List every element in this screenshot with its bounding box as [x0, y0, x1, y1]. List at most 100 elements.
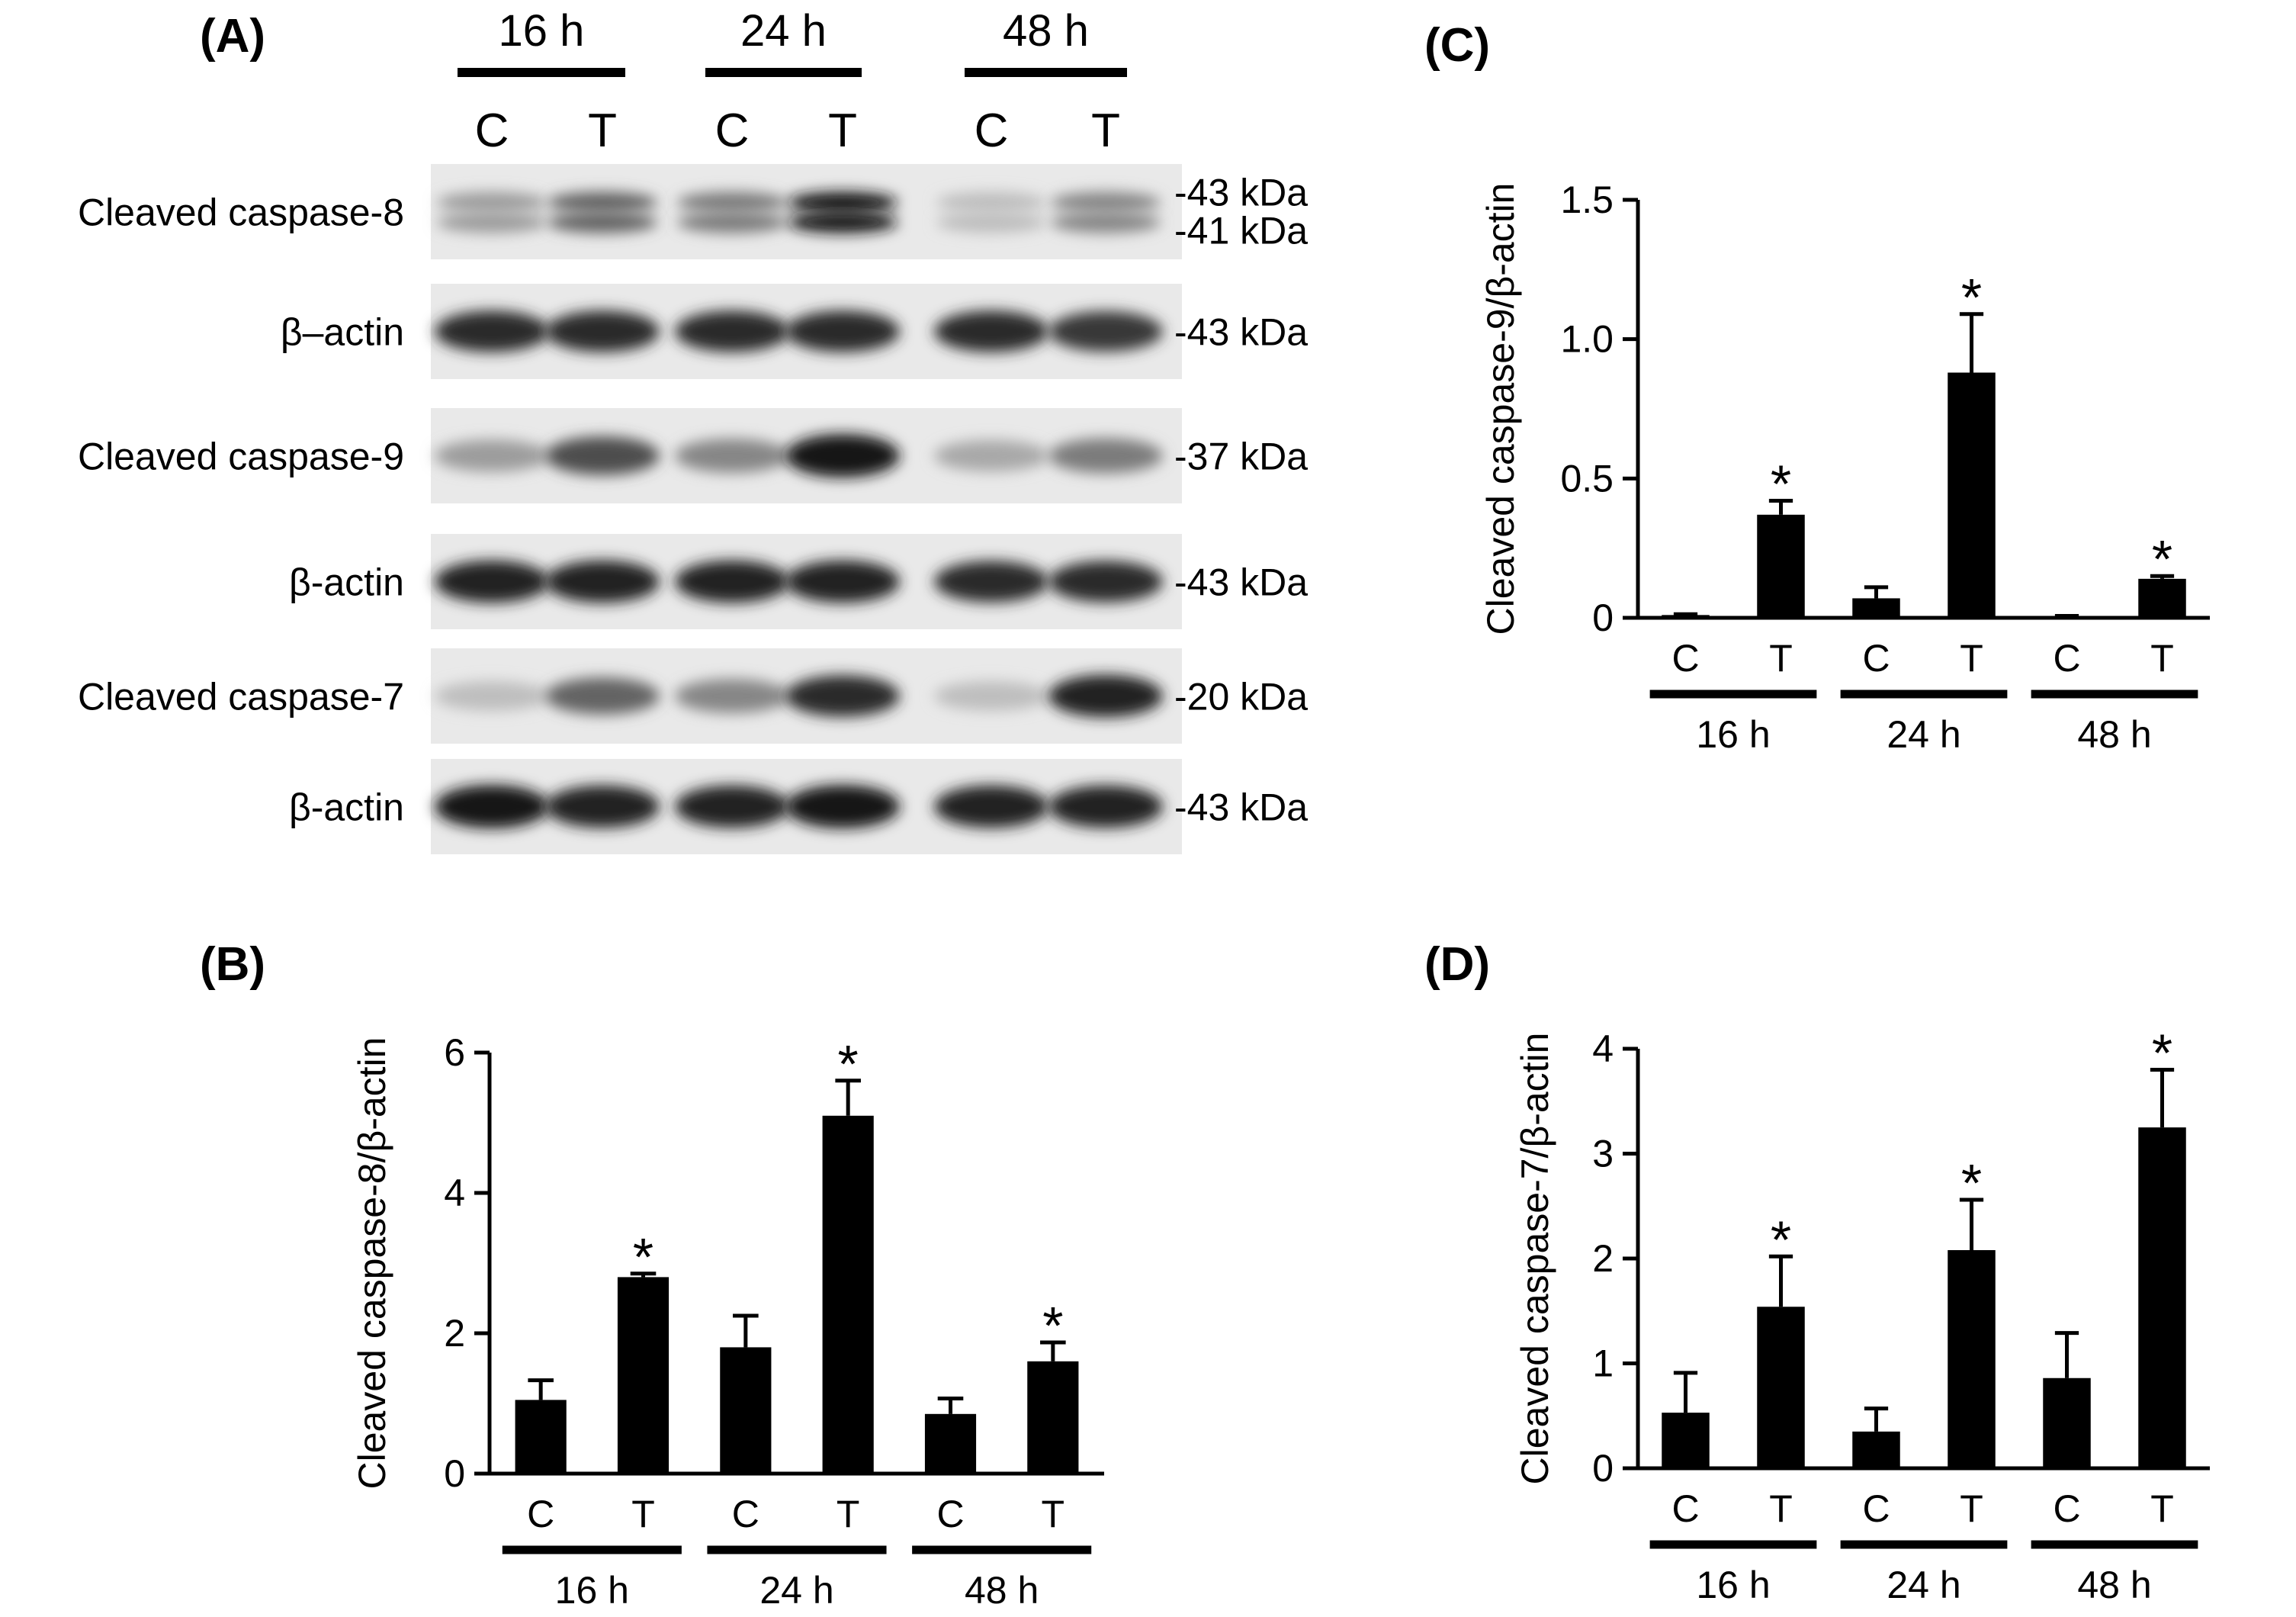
bar: [1027, 1361, 1079, 1474]
panel-label-a: (A): [200, 10, 265, 63]
y-tick-label: 0: [1592, 1447, 1614, 1490]
blot-band: [1048, 438, 1163, 474]
x-tick-label: C: [2053, 1487, 2080, 1530]
y-tick-label: 6: [444, 1031, 465, 1074]
y-axis-label: Cleaved caspase-7/β-actin: [1514, 1033, 1556, 1485]
group-label: 24 h: [1887, 713, 1960, 756]
significance-marker: *: [2152, 1024, 2172, 1083]
blot-band: [1051, 211, 1161, 233]
blot-marker-label: -20 kDa: [1174, 676, 1308, 718]
y-tick-label: 0.5: [1560, 457, 1614, 500]
blot-row: Cleaved caspase-9 -37 kDa: [78, 408, 1308, 503]
blot-band: [1051, 191, 1161, 214]
x-tick-label: C: [1862, 1487, 1890, 1530]
blot-band: [435, 560, 549, 603]
blot-band: [934, 439, 1048, 472]
x-tick-label: T: [2150, 1487, 2174, 1530]
bar: [1948, 1250, 1996, 1468]
significance-marker: *: [1771, 1210, 1791, 1269]
blot-marker-label: -43 kDa: [1174, 172, 1308, 214]
blot-band: [675, 560, 789, 603]
bar: [515, 1400, 567, 1474]
y-tick-label: 2: [444, 1312, 465, 1355]
blot-lane-label: T: [828, 104, 857, 157]
bar: [1852, 598, 1900, 618]
x-tick-label: C: [732, 1493, 759, 1535]
blot-band: [785, 434, 900, 477]
group-label: 16 h: [555, 1569, 629, 1612]
y-tick-label: 3: [1592, 1133, 1614, 1175]
blot-row-label: Cleaved caspase-9: [78, 436, 404, 478]
y-tick-label: 4: [444, 1172, 465, 1214]
x-tick-label: C: [2053, 637, 2080, 680]
blot-band: [934, 681, 1048, 711]
blot-band: [1048, 310, 1163, 352]
blot-band: [548, 211, 657, 233]
blot-band: [437, 191, 547, 214]
x-tick-label: T: [631, 1493, 655, 1535]
group-label: 16 h: [1696, 713, 1770, 756]
blot-band: [677, 211, 787, 233]
bar: [2043, 1378, 2091, 1468]
panel-label-c: (C): [1424, 19, 1490, 72]
blot-lane-label: C: [975, 104, 1009, 157]
blot-band: [785, 785, 900, 828]
bar: [924, 1413, 977, 1474]
bar: [2138, 578, 2186, 618]
blot-band: [548, 191, 657, 214]
blot-band: [545, 436, 660, 475]
y-axis-label: Cleaved caspase-8/β-actin: [351, 1037, 393, 1490]
blot-row-label: Cleaved caspase-7: [78, 676, 404, 718]
y-axis-label: Cleaved caspase-9/β-actin: [1479, 183, 1522, 635]
blot-marker-label: -43 kDa: [1174, 561, 1308, 604]
x-tick-label: C: [1671, 637, 1699, 680]
blot-lane-label: T: [588, 104, 617, 157]
x-tick-label: T: [2150, 637, 2174, 680]
blot-header: 16 h 24 h 48 h C T C T C T: [458, 6, 1127, 157]
group-label: 24 h: [1887, 1564, 1960, 1606]
blot-band: [934, 561, 1048, 603]
group-label: 48 h: [965, 1569, 1039, 1612]
bar: [2138, 1127, 2186, 1468]
chart-caspase-7: 0 1 2 3 4 Cleaved caspase-7/β-actin C * T C * T C * T 1…: [1514, 1024, 2210, 1606]
blot-band: [435, 310, 549, 352]
blot-marker-label: -43 kDa: [1174, 786, 1308, 829]
blot-band: [1048, 785, 1163, 828]
x-tick-label: C: [936, 1493, 964, 1535]
blot-band: [545, 310, 660, 352]
blot-row-label: Cleaved caspase-8: [78, 191, 404, 234]
blot-band: [677, 191, 787, 214]
significance-marker: *: [1961, 268, 1982, 327]
y-tick-label: 0: [444, 1452, 465, 1495]
bar: [720, 1347, 772, 1474]
blot-band: [435, 439, 549, 472]
x-tick-label: C: [527, 1493, 554, 1535]
blot-lane-label: C: [475, 104, 509, 157]
blot-row: Cleaved caspase-7 -20 kDa: [78, 648, 1308, 744]
blot-row: β–actin -43 kDa: [281, 284, 1308, 379]
y-tick-label: 1: [1592, 1342, 1614, 1385]
x-tick-label: C: [1671, 1487, 1699, 1530]
x-tick-label: T: [1960, 1487, 1983, 1530]
group-label: 24 h: [759, 1569, 833, 1612]
blot-band: [435, 681, 549, 711]
blot-band: [1048, 561, 1163, 603]
significance-marker: *: [2152, 529, 2172, 589]
panel-label-d: (D): [1424, 938, 1490, 991]
blot-band: [437, 211, 547, 233]
blot-band: [934, 310, 1048, 352]
x-tick-label: T: [837, 1493, 860, 1535]
blot-row: β-actin -43 kDa: [289, 534, 1308, 629]
y-tick-label: 0: [1592, 596, 1614, 639]
x-tick-label: T: [1769, 1487, 1793, 1530]
blot-band: [435, 785, 549, 828]
y-tick-label: 1.5: [1560, 178, 1614, 221]
group-label: 16 h: [1696, 1564, 1770, 1606]
western-blot-panel: 16 h 24 h 48 h C T C T C T Cleaved caspase-8 -43 …: [78, 6, 1308, 854]
blot-lane-label: T: [1091, 104, 1120, 157]
blot-band: [545, 677, 660, 715]
significance-marker: *: [1961, 1153, 1982, 1213]
blot-band: [545, 560, 660, 603]
blot-marker-label: -43 kDa: [1174, 311, 1308, 354]
blot-band: [545, 785, 660, 828]
